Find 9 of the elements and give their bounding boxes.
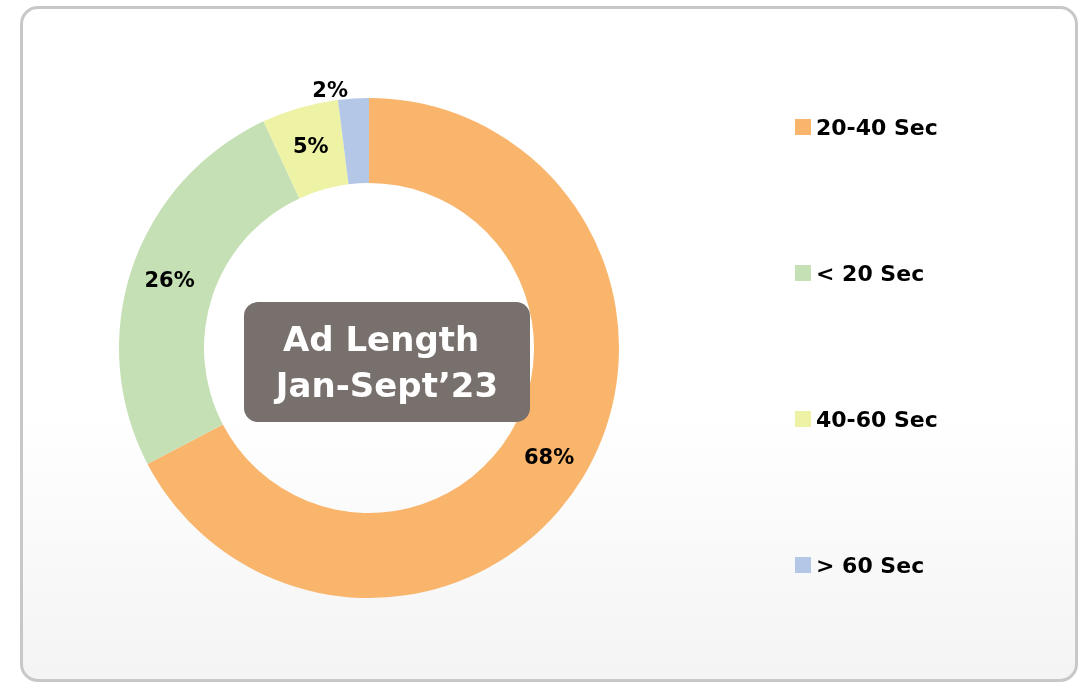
data-label: 26% xyxy=(144,268,195,293)
data-label: 5% xyxy=(293,133,329,158)
legend-label: < 20 Sec xyxy=(816,260,925,286)
data-label: 2% xyxy=(312,78,348,103)
legend-label: 40-60 Sec xyxy=(816,406,938,432)
legend-label: 20-40 Sec xyxy=(816,114,938,140)
legend-label: > 60 Sec xyxy=(816,552,925,578)
data-label: 68% xyxy=(523,445,575,470)
text: Ad Length Jan-Sept’23 xyxy=(273,319,499,405)
